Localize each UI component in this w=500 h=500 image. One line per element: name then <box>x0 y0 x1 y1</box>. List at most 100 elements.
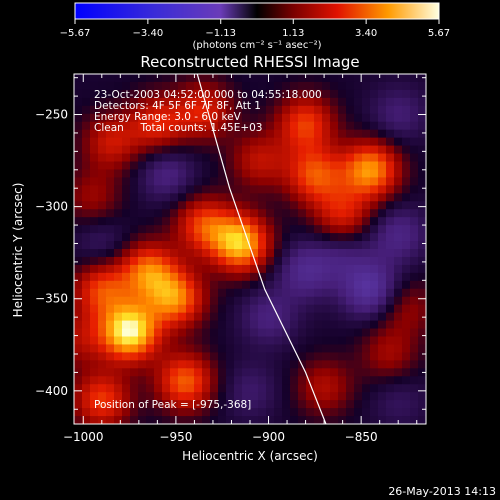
heatmap-cell <box>378 336 387 346</box>
heatmap-cell <box>330 376 339 385</box>
heatmap-cell <box>322 400 331 409</box>
heatmap-cell <box>314 288 323 298</box>
heatmap-cell <box>394 249 403 258</box>
heatmap-cell <box>202 272 211 282</box>
heatmap-cell <box>114 264 123 274</box>
heatmap-cell <box>314 368 323 377</box>
heatmap-cell <box>178 225 187 234</box>
heatmap-cell <box>154 121 163 131</box>
heatmap-cell <box>298 304 307 314</box>
heatmap-cell <box>114 105 123 115</box>
heatmap-cell <box>162 392 171 401</box>
heatmap-cell <box>226 97 235 107</box>
heatmap-cell <box>122 392 131 401</box>
heatmap-cell <box>354 296 363 306</box>
heatmap-cell <box>354 408 363 417</box>
heatmap-cell <box>138 408 147 417</box>
heatmap-cell <box>258 256 267 266</box>
heatmap-cell <box>90 217 99 226</box>
heatmap-cell <box>402 233 411 242</box>
heatmap-cell <box>266 280 275 290</box>
heatmap-cell <box>330 368 339 377</box>
heatmap-cell <box>402 280 411 290</box>
heatmap-cell <box>210 217 219 226</box>
heatmap-cell <box>258 288 267 298</box>
heatmap-cell <box>322 249 331 258</box>
heatmap-cell <box>370 336 379 346</box>
heatmap-cell <box>266 201 275 210</box>
heatmap-cell <box>74 121 83 131</box>
heatmap-cell <box>346 408 355 417</box>
heatmap-cell <box>314 209 323 218</box>
heatmap-cell <box>218 129 227 139</box>
heatmap-cell <box>210 185 219 194</box>
heatmap-cell <box>178 233 187 242</box>
heatmap-cell <box>146 312 155 322</box>
heatmap-cell <box>314 272 323 282</box>
heatmap-cell <box>106 201 115 210</box>
heatmap-cell <box>202 217 211 226</box>
heatmap-cell <box>362 185 371 194</box>
heatmap-cell <box>250 97 259 107</box>
heatmap-cell <box>178 185 187 194</box>
heatmap-cell <box>322 320 331 330</box>
heatmap-cell <box>234 105 243 115</box>
heatmap-cell <box>402 368 411 377</box>
heatmap-cell <box>410 177 419 186</box>
heatmap-cell <box>114 137 123 147</box>
heatmap-cell <box>394 312 403 322</box>
heatmap-cell <box>274 177 283 186</box>
heatmap-cell <box>186 185 195 194</box>
heatmap-cell <box>146 97 155 107</box>
heatmap-cell <box>98 312 107 322</box>
heatmap-cell <box>122 400 131 409</box>
heatmap-cell <box>298 74 307 83</box>
heatmap-cell <box>394 217 403 226</box>
heatmap-cell <box>410 81 419 91</box>
heatmap-cell <box>322 312 331 322</box>
heatmap-cell <box>74 368 83 377</box>
heatmap-cell <box>314 256 323 266</box>
heatmap-cell <box>146 129 155 139</box>
heatmap-cell <box>282 336 291 346</box>
heatmap-cell <box>226 328 235 338</box>
heatmap-cell <box>194 185 203 194</box>
heatmap-cell <box>242 153 251 163</box>
heatmap-cell <box>202 97 211 107</box>
heatmap-cell <box>346 249 355 258</box>
heatmap-cell <box>266 97 275 107</box>
heatmap-cell <box>234 97 243 107</box>
heatmap-cell <box>82 264 91 274</box>
heatmap-cell <box>170 344 179 353</box>
heatmap-cell <box>138 193 147 202</box>
heatmap-cell <box>274 74 283 83</box>
heatmap-cell <box>178 201 187 210</box>
heatmap-cell <box>410 225 419 234</box>
heatmap-cell <box>106 193 115 202</box>
heatmap-cell <box>346 209 355 218</box>
heatmap-cell <box>130 193 139 202</box>
heatmap-cell <box>250 408 259 417</box>
heatmap-cell <box>82 408 91 417</box>
heatmap-cell <box>290 384 299 393</box>
heatmap-cell <box>138 97 147 107</box>
heatmap-cell <box>274 416 283 424</box>
heatmap-cell <box>146 153 155 163</box>
heatmap-cell <box>386 384 395 393</box>
heatmap-cell <box>74 209 83 218</box>
heatmap-cell <box>410 113 419 123</box>
heatmap-cell <box>282 233 291 242</box>
heatmap-cell <box>330 217 339 226</box>
heatmap-cell <box>314 352 323 361</box>
heatmap-cell <box>314 304 323 314</box>
heatmap-cell <box>114 384 123 393</box>
heatmap-cell <box>186 89 195 99</box>
heatmap-cell <box>226 400 235 409</box>
heatmap-cell <box>282 400 291 409</box>
heatmap-cell <box>362 177 371 186</box>
heatmap-cell <box>210 360 219 369</box>
heatmap-cell <box>242 169 251 178</box>
heatmap-cell <box>194 376 203 385</box>
heatmap-cell <box>306 177 315 186</box>
colorbar-tick-label: −1.13 <box>205 28 236 39</box>
